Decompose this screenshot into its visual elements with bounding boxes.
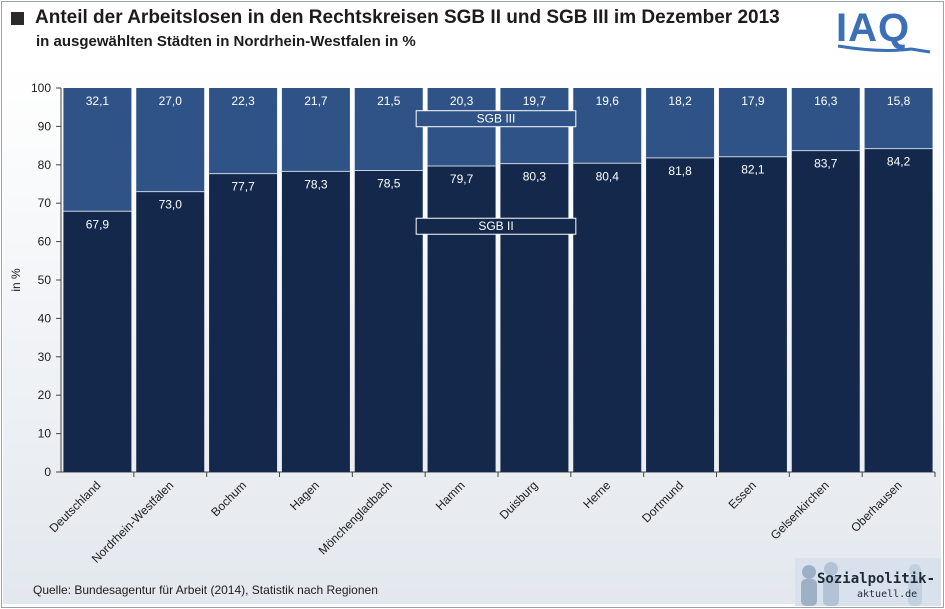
value-label-sgb2: 80,4 (596, 169, 620, 183)
bar-sgb2 (63, 211, 132, 472)
bar-sgb2 (500, 163, 569, 472)
iaq-logo-swoosh-icon (837, 44, 931, 54)
bar-sgb3 (646, 88, 715, 158)
y-tick-label: 80 (38, 158, 52, 172)
value-label-sgb2: 67,9 (86, 217, 110, 231)
bar-sgb2 (573, 163, 642, 472)
value-label-sgb2: 84,2 (887, 155, 911, 169)
bar-sgb3 (209, 88, 278, 174)
chart-axes: 0 10 20 30 40 50 60 70 80 90 100 in % (9, 81, 936, 479)
chart-bars (63, 88, 933, 473)
value-label-sgb3: 22,3 (231, 94, 255, 108)
value-label-sgb3: 18,2 (668, 94, 692, 108)
legend-sgb2-box (415, 217, 577, 235)
category-label: Hamm (433, 478, 468, 513)
bar-sgb3 (718, 88, 787, 157)
value-label-sgb2: 83,7 (814, 157, 838, 171)
category-label: Dortmund (639, 478, 686, 525)
y-axis-title: in % (9, 268, 23, 292)
bar-sgb3 (864, 88, 933, 149)
bar-sgb2 (864, 148, 933, 472)
value-label-sgb3: 19,6 (596, 94, 620, 108)
chart-subtitle: in ausgewählten Städten in Nordrhein-Wes… (36, 33, 416, 50)
value-label-sgb2: 78,3 (304, 177, 328, 191)
category-label: Essen (726, 478, 759, 511)
y-tick-label: 90 (38, 119, 52, 133)
category-label: Hagen (287, 478, 322, 513)
y-tick-label: 10 (38, 427, 52, 441)
legend-sgb3-label: SGB III (477, 112, 516, 126)
category-label: Mönchengladbach (316, 478, 395, 557)
chart-value-labels: 32,1 67,9 27,0 73,0 22,3 77,7 21,7 78,3 21,5 78,5… (86, 94, 911, 231)
value-label-sgb2: 82,1 (741, 163, 765, 177)
value-label-sgb2: 80,3 (523, 170, 547, 184)
watermark: Sozialpolitik- aktuell.de (795, 558, 941, 606)
bar-sgb2 (791, 150, 860, 473)
value-label-sgb3: 32,1 (86, 94, 110, 108)
chart-legend: SGB III SGB II (415, 110, 577, 235)
value-label-sgb3: 20,3 (450, 94, 474, 108)
y-tick-label: 50 (38, 273, 52, 287)
y-tick-label: 70 (38, 196, 52, 210)
bar-sgb3 (573, 88, 642, 164)
y-tick-label: 0 (44, 465, 51, 479)
bar-sgb3 (281, 88, 350, 172)
value-label-sgb2: 81,8 (668, 164, 692, 178)
y-tick-label: 100 (31, 81, 51, 95)
source-note: Quelle: Bundesagentur für Arbeit (2014),… (33, 583, 378, 597)
watermark-subtext: aktuell.de (857, 589, 918, 600)
legend-sgb3-box (415, 110, 577, 128)
category-label: Nordrhein-Westfalen (89, 478, 177, 566)
value-label-sgb3: 21,5 (377, 94, 401, 108)
title-bullet-icon (11, 12, 24, 25)
legend-sgb2-label: SGB II (478, 219, 513, 233)
bar-sgb3 (63, 88, 132, 212)
value-label-sgb3: 21,7 (304, 94, 328, 108)
bar-sgb2 (354, 170, 423, 472)
value-label-sgb2: 77,7 (231, 180, 255, 194)
y-tick-label: 40 (38, 311, 52, 325)
bar-sgb2 (136, 191, 205, 472)
y-tick-label: 30 (38, 350, 52, 364)
category-label: Oberhausen (848, 478, 905, 535)
category-label: Duisburg (497, 478, 541, 522)
value-label-sgb3: 16,3 (814, 94, 838, 108)
category-label: Herne (580, 478, 613, 511)
value-label-sgb2: 79,7 (450, 172, 474, 186)
bar-sgb3 (791, 88, 860, 151)
bar-sgb2 (281, 171, 350, 472)
bar-sgb3 (136, 88, 205, 192)
bar-sgb2 (427, 165, 496, 472)
bar-sgb2 (209, 173, 278, 472)
category-label: Deutschland (46, 478, 103, 535)
iaq-logo: IAQ (836, 6, 911, 50)
value-label-sgb3: 27,0 (159, 94, 183, 108)
watermark-people-icon (795, 558, 941, 606)
value-label-sgb3: 19,7 (523, 94, 547, 108)
y-tick-label: 20 (38, 388, 52, 402)
value-label-sgb3: 15,8 (887, 94, 911, 108)
bar-sgb3 (354, 88, 423, 171)
category-label: Bochum (208, 478, 249, 519)
value-label-sgb3: 17,9 (741, 94, 765, 108)
bar-sgb2 (718, 156, 787, 472)
value-label-sgb2: 78,5 (377, 177, 401, 191)
bar-sgb2 (646, 157, 715, 472)
chart-title: Anteil der Arbeitslosen in den Rechtskre… (35, 7, 780, 28)
value-label-sgb2: 73,0 (159, 198, 183, 212)
y-tick-label: 60 (38, 235, 52, 249)
watermark-text: Sozialpolitik- (817, 571, 936, 587)
category-label: Gelsenkirchen (768, 478, 832, 542)
